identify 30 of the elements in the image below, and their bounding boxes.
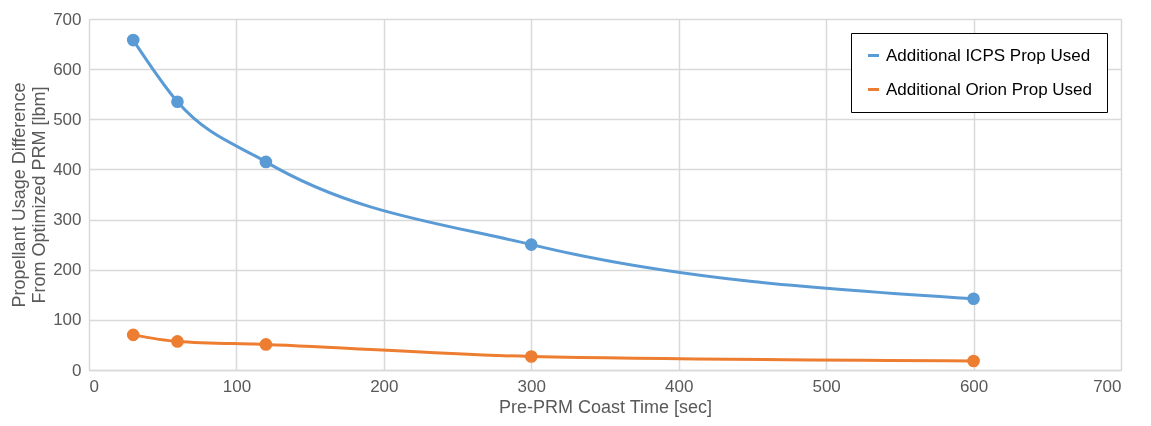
point (967, 292, 980, 306)
x-tick-label: 100 (222, 376, 252, 396)
legend-label: Additional Orion Prop Used (886, 79, 1093, 99)
x-tick-label: 300 (517, 376, 546, 396)
y-tick-label: 0 (72, 360, 82, 380)
y-tick-label: 200 (53, 260, 82, 280)
point (259, 155, 273, 169)
point (171, 95, 184, 109)
y-tick-label: 700 (53, 9, 82, 29)
x-tick-label: 500 (812, 376, 841, 396)
legend-label: Additional ICPS Prop Used (886, 45, 1091, 65)
y-tick-label: 400 (53, 159, 82, 179)
y-tick-label: 600 (53, 59, 82, 79)
y-tick-label: 500 (53, 109, 82, 129)
x-axis-title: Pre-PRM Coast Time [sec] (498, 396, 713, 417)
x-tick-label: 600 (959, 376, 989, 396)
y-tick-label: 100 (53, 310, 82, 330)
x-tick-label: 0 (89, 376, 99, 396)
point (171, 335, 184, 348)
x-tick-label: 700 (1093, 376, 1122, 396)
point (259, 338, 273, 351)
point (524, 350, 538, 363)
x-tick-label: 200 (370, 376, 399, 396)
point (126, 328, 140, 342)
point (524, 238, 538, 251)
y-axis-title: Propellant Usage Difference From Optimized PRM [lbm] (9, 82, 50, 308)
y-tick-label: 300 (53, 210, 82, 230)
x-tick-label: 400 (665, 376, 694, 396)
point (126, 33, 140, 47)
point (967, 354, 980, 368)
